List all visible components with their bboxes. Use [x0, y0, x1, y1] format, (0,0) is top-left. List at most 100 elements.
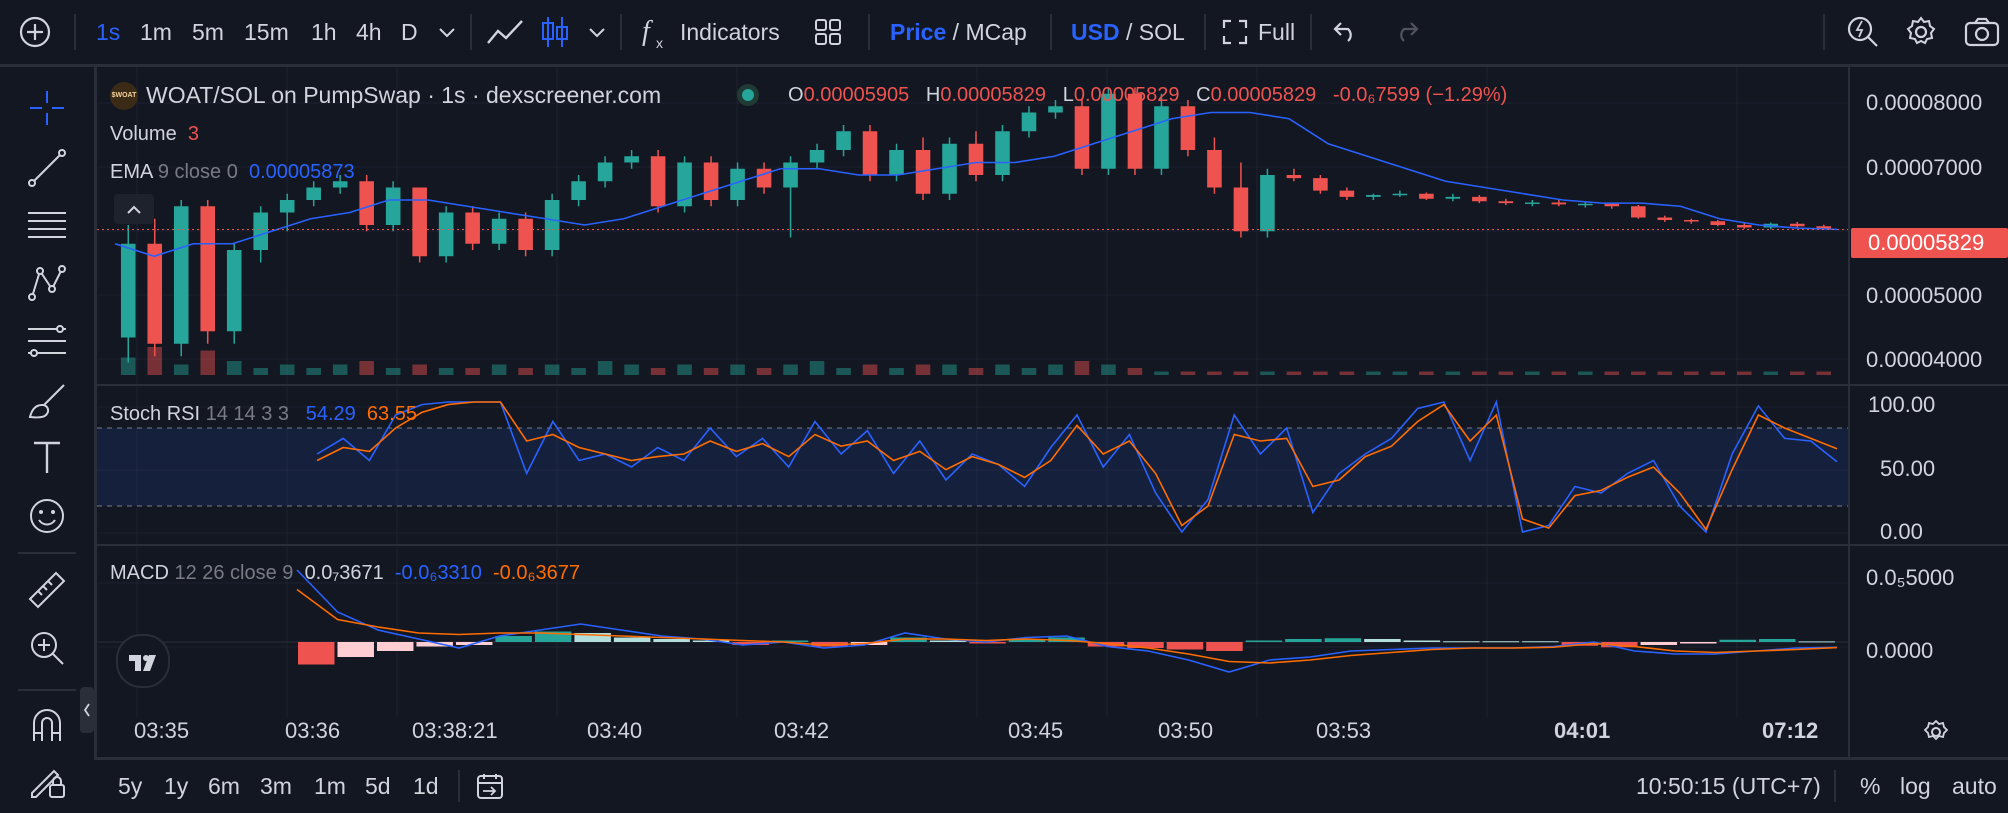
zoom-tool[interactable]	[24, 625, 70, 671]
interval-1s[interactable]: 1s	[96, 19, 121, 45]
stoch-rsi-legend[interactable]: Stoch RSI 14 14 3 3 54.29 63.55	[110, 403, 417, 425]
measure-tool[interactable]	[24, 567, 70, 613]
candle-body	[438, 212, 454, 257]
price-tick: 0.00007000	[1866, 155, 1983, 180]
zoom-in-icon	[31, 632, 64, 665]
volume-bar	[438, 368, 454, 375]
layouts-button[interactable]	[814, 0, 844, 64]
pane-separator[interactable]	[97, 544, 2008, 546]
volume-bar	[147, 347, 163, 375]
candles-button[interactable]	[540, 0, 574, 64]
redo-button[interactable]	[1392, 0, 1422, 64]
percent-scale-toggle[interactable]: %	[1860, 773, 1881, 799]
redo-icon	[1400, 22, 1419, 42]
range-5d[interactable]: 5d	[365, 773, 391, 799]
volume-bar	[995, 364, 1010, 375]
interval-15m[interactable]: 15m	[244, 19, 289, 45]
interval-5m[interactable]: 5m	[192, 19, 224, 45]
range-3m[interactable]: 3m	[260, 773, 292, 799]
volume-bar	[544, 364, 560, 375]
price-tick: 0.00008000	[1866, 90, 1983, 115]
interval-d[interactable]: D	[401, 19, 418, 45]
emoji-tool[interactable]	[24, 493, 70, 539]
volume-bar	[1074, 361, 1090, 375]
macd-legend[interactable]: MACD 12 26 close 9 0.0₇3671 -0.0₆3310 -0…	[110, 562, 581, 584]
legend-collapse-button[interactable]	[114, 194, 154, 224]
volume-legend[interactable]: Volume 3	[110, 123, 199, 145]
interval-dropdown[interactable]	[436, 0, 456, 64]
text-tool[interactable]	[24, 435, 70, 481]
range-1y[interactable]: 1y	[164, 773, 189, 799]
volume-bar	[1392, 371, 1408, 375]
undo-button[interactable]	[1332, 0, 1362, 64]
trend-line-tool[interactable]	[24, 145, 70, 191]
interval-1m[interactable]: 1m	[140, 19, 172, 45]
line-chart-button[interactable]	[486, 0, 526, 64]
macd-histogram-bar	[1008, 639, 1046, 642]
log-scale-toggle[interactable]: log	[1900, 773, 1931, 799]
macd-histogram-bar	[1245, 640, 1283, 642]
crosshair-tool[interactable]	[24, 85, 70, 131]
axis-settings-button[interactable]	[1922, 718, 1950, 746]
volume-bar	[332, 364, 348, 375]
clock-timezone[interactable]: 10:50:15 (UTC+7)	[1636, 773, 1821, 799]
usd-option[interactable]: USD	[1071, 19, 1120, 45]
fullscreen-icon	[1222, 19, 1248, 45]
range-6m[interactable]: 6m	[208, 773, 240, 799]
candle-body	[1736, 225, 1752, 228]
settings-button[interactable]	[1904, 0, 1938, 64]
candle-body	[306, 187, 321, 200]
candle-body	[1472, 196, 1487, 202]
add-symbol-button[interactable]	[18, 0, 54, 64]
bottom-toolbar: 5y 1y 6m 3m 1m 5d 1d 10:50:15 (UTC+7) % …	[94, 757, 2008, 813]
chevron-left-icon	[83, 703, 90, 717]
chart-canvas[interactable]	[97, 67, 2008, 757]
sidebar-divider	[18, 689, 76, 691]
candle-body	[491, 218, 507, 244]
quick-search-button[interactable]	[1846, 0, 1880, 64]
goto-date-button[interactable]	[474, 760, 506, 813]
auto-scale-toggle[interactable]: auto	[1952, 773, 1997, 799]
magnet-icon	[33, 709, 61, 741]
fullscreen-button[interactable]: Full	[1222, 0, 1295, 64]
volume-bar	[597, 361, 613, 375]
candle-body	[1233, 187, 1249, 232]
snapshot-button[interactable]	[1964, 0, 2000, 64]
volume-bar	[862, 364, 878, 375]
currency-toggle[interactable]: USD / SOL	[1071, 0, 1185, 64]
candle-body	[279, 200, 295, 213]
interval-4h[interactable]: 4h	[356, 19, 382, 45]
lock-drawings-tool[interactable]	[24, 757, 70, 803]
macd-histogram-bar	[1206, 642, 1243, 651]
mcap-option[interactable]: MCap	[965, 19, 1027, 45]
magnet-tool[interactable]	[24, 703, 70, 749]
candle-body	[1021, 112, 1037, 132]
range-1d[interactable]: 1d	[413, 773, 439, 799]
ema-legend[interactable]: EMA 9 close 0 0.00005873	[110, 161, 355, 183]
tradingview-logo[interactable]	[116, 634, 170, 688]
interval-1h[interactable]: 1h	[311, 19, 337, 45]
pattern-tool[interactable]	[24, 261, 70, 307]
sol-option[interactable]: SOL	[1138, 19, 1185, 45]
macd-histogram-bar	[1087, 642, 1125, 647]
candle-body	[730, 168, 745, 200]
svg-text:f: f	[642, 16, 653, 47]
volume-bar	[200, 350, 216, 375]
price-mcap-toggle[interactable]: Price / MCap	[890, 0, 1027, 64]
volume-bar	[279, 364, 295, 375]
price-option[interactable]: Price	[890, 19, 947, 45]
pane-separator[interactable]	[97, 384, 2008, 386]
sidebar-collapse-handle[interactable]	[80, 687, 94, 733]
brush-tool[interactable]	[24, 377, 70, 423]
candle-body	[544, 200, 560, 250]
chart-type-dropdown[interactable]	[586, 0, 606, 64]
macd-histogram-bar	[337, 642, 374, 657]
camera-icon	[1964, 17, 2000, 47]
volume-bar	[677, 364, 692, 375]
range-1m[interactable]: 1m	[314, 773, 346, 799]
volume-bar	[1763, 371, 1779, 375]
horizontal-lines-tool[interactable]	[24, 203, 70, 249]
fib-retracement-tool[interactable]	[24, 319, 70, 365]
range-5y[interactable]: 5y	[118, 773, 143, 799]
